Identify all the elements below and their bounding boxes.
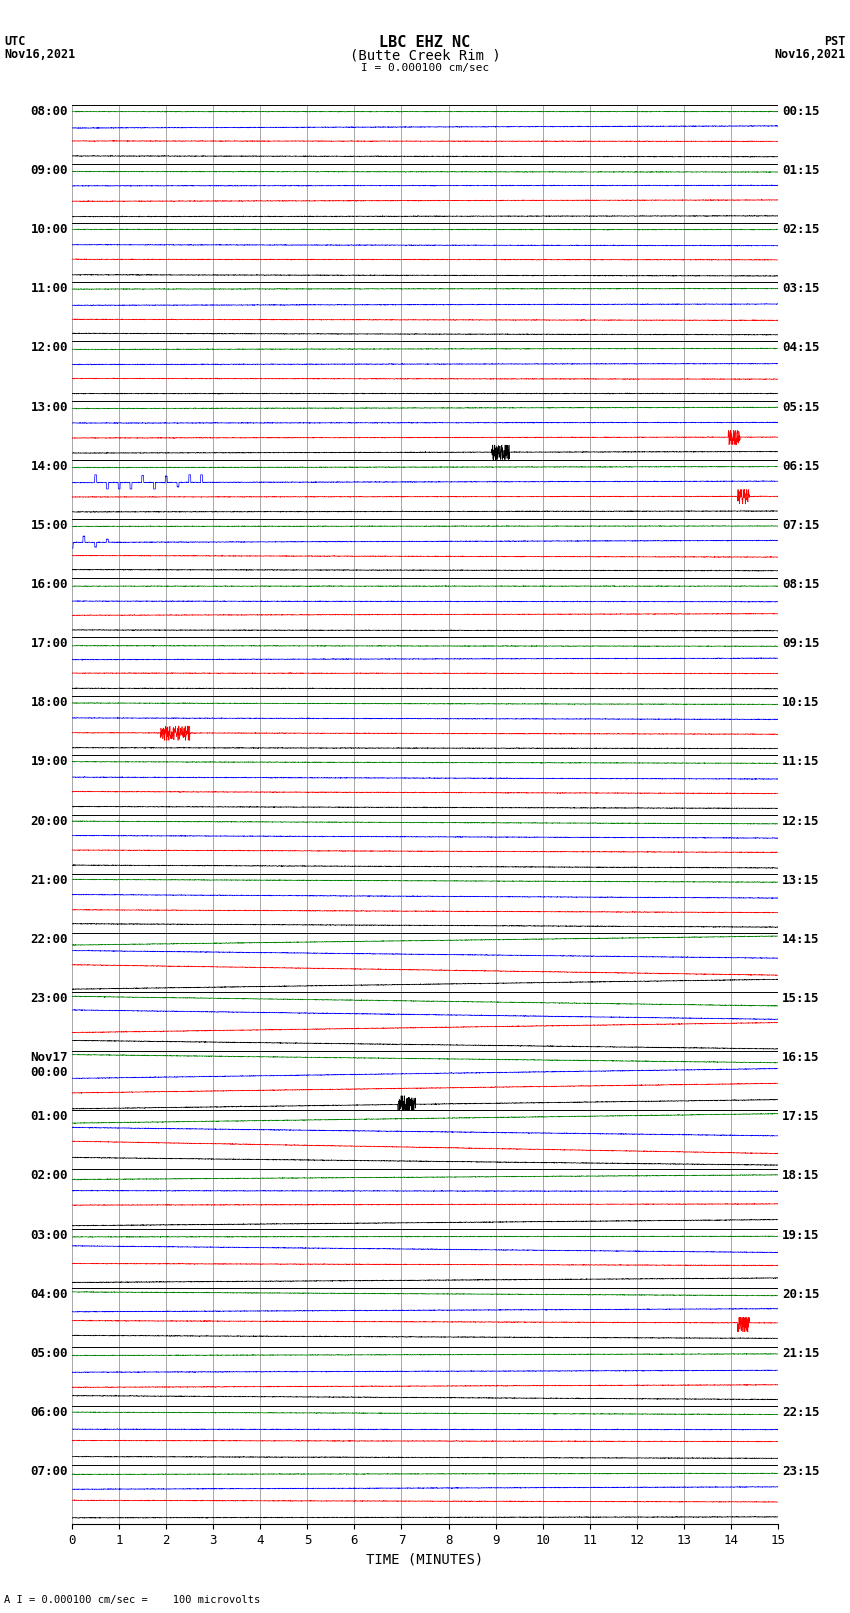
Text: 14:00: 14:00 bbox=[31, 460, 68, 473]
Text: 18:00: 18:00 bbox=[31, 697, 68, 710]
Text: 07:15: 07:15 bbox=[782, 519, 819, 532]
Text: 13:00: 13:00 bbox=[31, 400, 68, 413]
Text: 01:00: 01:00 bbox=[31, 1110, 68, 1123]
Text: 02:00: 02:00 bbox=[31, 1169, 68, 1182]
Text: (Butte Creek Rim ): (Butte Creek Rim ) bbox=[349, 48, 501, 63]
Text: 21:00: 21:00 bbox=[31, 874, 68, 887]
Text: 08:00: 08:00 bbox=[31, 105, 68, 118]
Text: 21:15: 21:15 bbox=[782, 1347, 819, 1360]
Text: 00:15: 00:15 bbox=[782, 105, 819, 118]
Text: 06:00: 06:00 bbox=[31, 1407, 68, 1419]
Text: 14:15: 14:15 bbox=[782, 932, 819, 945]
Text: 10:15: 10:15 bbox=[782, 697, 819, 710]
Text: 09:15: 09:15 bbox=[782, 637, 819, 650]
X-axis label: TIME (MINUTES): TIME (MINUTES) bbox=[366, 1553, 484, 1566]
Text: UTC: UTC bbox=[4, 35, 26, 48]
Text: 19:00: 19:00 bbox=[31, 755, 68, 768]
Text: 20:15: 20:15 bbox=[782, 1287, 819, 1300]
Text: 23:15: 23:15 bbox=[782, 1465, 819, 1478]
Text: Nov16,2021: Nov16,2021 bbox=[774, 48, 846, 61]
Text: Nov17
00:00: Nov17 00:00 bbox=[31, 1052, 68, 1079]
Text: 16:00: 16:00 bbox=[31, 577, 68, 590]
Text: 12:15: 12:15 bbox=[782, 815, 819, 827]
Text: 04:00: 04:00 bbox=[31, 1287, 68, 1300]
Text: 15:15: 15:15 bbox=[782, 992, 819, 1005]
Text: 22:15: 22:15 bbox=[782, 1407, 819, 1419]
Text: Nov16,2021: Nov16,2021 bbox=[4, 48, 76, 61]
Text: 11:00: 11:00 bbox=[31, 282, 68, 295]
Text: 13:15: 13:15 bbox=[782, 874, 819, 887]
Text: 01:15: 01:15 bbox=[782, 165, 819, 177]
Text: PST: PST bbox=[824, 35, 846, 48]
Text: 11:15: 11:15 bbox=[782, 755, 819, 768]
Text: A I = 0.000100 cm/sec =    100 microvolts: A I = 0.000100 cm/sec = 100 microvolts bbox=[4, 1595, 260, 1605]
Text: 08:15: 08:15 bbox=[782, 577, 819, 590]
Text: 03:15: 03:15 bbox=[782, 282, 819, 295]
Text: 05:15: 05:15 bbox=[782, 400, 819, 413]
Text: 19:15: 19:15 bbox=[782, 1229, 819, 1242]
Text: 09:00: 09:00 bbox=[31, 165, 68, 177]
Text: 06:15: 06:15 bbox=[782, 460, 819, 473]
Text: 12:00: 12:00 bbox=[31, 342, 68, 355]
Text: 04:15: 04:15 bbox=[782, 342, 819, 355]
Text: 15:00: 15:00 bbox=[31, 519, 68, 532]
Text: 10:00: 10:00 bbox=[31, 223, 68, 235]
Text: I = 0.000100 cm/sec: I = 0.000100 cm/sec bbox=[361, 63, 489, 73]
Text: 23:00: 23:00 bbox=[31, 992, 68, 1005]
Text: 07:00: 07:00 bbox=[31, 1465, 68, 1478]
Text: 16:15: 16:15 bbox=[782, 1052, 819, 1065]
Text: 20:00: 20:00 bbox=[31, 815, 68, 827]
Text: 17:00: 17:00 bbox=[31, 637, 68, 650]
Text: 17:15: 17:15 bbox=[782, 1110, 819, 1123]
Text: 02:15: 02:15 bbox=[782, 223, 819, 235]
Text: 18:15: 18:15 bbox=[782, 1169, 819, 1182]
Text: 22:00: 22:00 bbox=[31, 932, 68, 945]
Text: 03:00: 03:00 bbox=[31, 1229, 68, 1242]
Text: LBC EHZ NC: LBC EHZ NC bbox=[379, 35, 471, 50]
Text: 05:00: 05:00 bbox=[31, 1347, 68, 1360]
